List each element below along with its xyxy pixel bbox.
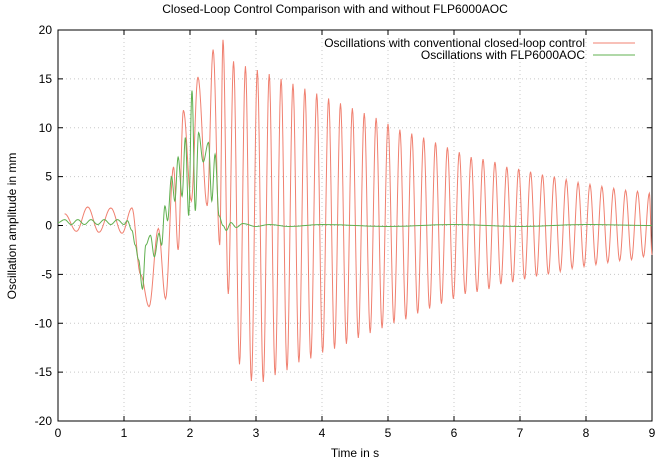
y-axis-title: Oscillation amplitude in mm xyxy=(5,153,19,300)
series-line-conventional xyxy=(64,39,653,382)
y-tick-label: 5 xyxy=(45,170,52,184)
x-tick-label: 2 xyxy=(187,426,194,440)
x-tick-label: 8 xyxy=(583,426,590,440)
x-tick-label: 1 xyxy=(121,426,128,440)
y-tick-label: -15 xyxy=(35,365,53,379)
chart-title: Closed-Loop Control Comparison with and … xyxy=(162,2,508,16)
x-tick-label: 0 xyxy=(55,426,62,440)
y-tick-label: 0 xyxy=(45,219,52,233)
x-tick-label: 5 xyxy=(385,426,392,440)
legend: Oscillations with conventional closed-lo… xyxy=(324,36,635,62)
series-line-flp6000aoc xyxy=(57,90,653,291)
y-tick-label: -10 xyxy=(35,316,53,330)
x-axis-title: Time in s xyxy=(331,446,379,460)
y-tick-label: -5 xyxy=(41,267,52,281)
legend-label-flp6000aoc: Oscillations with FLP6000AOC xyxy=(421,48,585,62)
y-tick-label: 20 xyxy=(39,23,53,37)
y-tick-label: 15 xyxy=(39,72,53,86)
x-tick-label: 7 xyxy=(517,426,524,440)
y-tick-label: 10 xyxy=(39,121,53,135)
legend-label-conventional: Oscillations with conventional closed-lo… xyxy=(324,36,585,50)
axis-ticks: 0 1 2 3 4 5 6 7 8 9 -20 -15 -10 -5 0 5 10 15 20 xyxy=(35,23,656,440)
x-tick-label: 9 xyxy=(649,426,656,440)
series xyxy=(57,39,653,382)
x-tick-label: 6 xyxy=(451,426,458,440)
x-tick-label: 3 xyxy=(253,426,260,440)
x-tick-label: 4 xyxy=(319,426,326,440)
y-tick-label: -20 xyxy=(35,414,53,428)
